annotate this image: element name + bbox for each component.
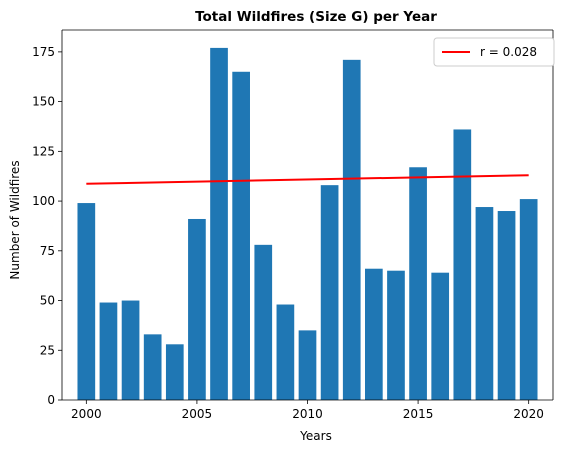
bar-2008	[254, 245, 272, 400]
bar-2010	[299, 330, 317, 400]
bar-2013	[365, 269, 383, 400]
x-axis-label: Years	[299, 429, 332, 443]
x-tick-label-2010: 2010	[292, 407, 323, 421]
bar-2016	[431, 273, 449, 400]
x-tick-label-2015: 2015	[403, 407, 434, 421]
y-tick-label-75: 75	[40, 244, 55, 258]
y-axis-label: Number of Wildfires	[8, 160, 22, 279]
y-tick-label-0: 0	[47, 393, 55, 407]
bar-2012	[343, 60, 361, 400]
bar-2014	[387, 271, 405, 400]
bar-2003	[144, 334, 162, 400]
bar-2007	[232, 72, 250, 400]
bar-2009	[277, 305, 295, 400]
bar-2017	[453, 129, 471, 400]
bar-2000	[77, 203, 95, 400]
y-tick-label-50: 50	[40, 294, 55, 308]
bar-2015	[409, 167, 427, 400]
bar-2001	[100, 303, 118, 400]
y-tick-label-25: 25	[40, 343, 55, 357]
bar-2002	[122, 301, 140, 400]
chart-title: Total Wildfires (Size G) per Year	[195, 9, 437, 25]
y-tick-label-175: 175	[32, 45, 55, 59]
bar-2005	[188, 219, 206, 400]
legend-label: r = 0.028	[480, 45, 537, 59]
bar-2020	[520, 199, 538, 400]
x-ticks-group: 2000 2005 2010 2015 2020	[71, 400, 544, 421]
y-tick-label-100: 100	[32, 194, 55, 208]
bar-2011	[321, 185, 339, 400]
bar-2004	[166, 344, 184, 400]
y-ticks-group: 0 25 50 75 100 125 150 175	[32, 45, 62, 407]
legend: r = 0.028	[434, 38, 554, 66]
y-tick-label-150: 150	[32, 95, 55, 109]
x-tick-label-2005: 2005	[182, 407, 213, 421]
bar-2018	[476, 207, 494, 400]
bar-2019	[498, 211, 516, 400]
bar-2006	[210, 48, 228, 400]
x-tick-label-2020: 2020	[513, 407, 544, 421]
x-tick-label-2000: 2000	[71, 407, 102, 421]
y-tick-label-125: 125	[32, 144, 55, 158]
